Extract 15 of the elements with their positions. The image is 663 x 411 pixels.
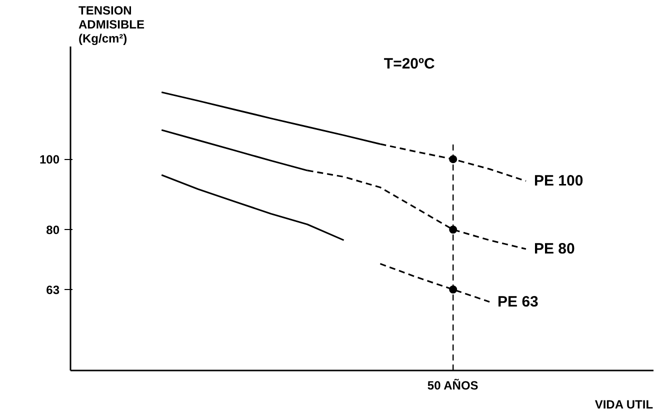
x-tick-label: 50 AÑOS <box>427 378 478 392</box>
point <box>449 286 458 294</box>
series-label: PE 80 <box>534 240 575 258</box>
y-tick-label: 63 <box>46 283 60 297</box>
annotation: T=20ºC <box>384 55 435 72</box>
line-series <box>160 174 345 241</box>
point <box>449 155 458 164</box>
y-tick-label: 100 <box>39 152 60 167</box>
point <box>449 226 458 234</box>
line-series <box>379 262 490 303</box>
x-axis-title: VIDA UTIL <box>594 398 654 411</box>
y-tick-label: 80 <box>46 223 60 238</box>
series-label: PE 100 <box>534 172 584 190</box>
series-label: PE 63 <box>498 293 538 310</box>
y-axis-title: TENSION ADMISIBLE (Kg/cm²) <box>78 4 144 46</box>
